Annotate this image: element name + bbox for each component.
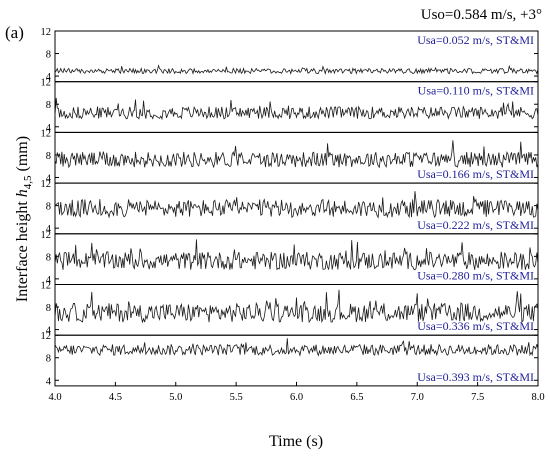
y-tick-label: 4 [46,173,52,184]
series-line [54,239,539,271]
y-tick-label: 12 [41,179,52,190]
series-line [54,140,539,169]
chart-header: Uso=0.584 m/s, +3° [421,7,542,23]
y-tick-label: 12 [41,230,52,241]
series-label: Usa=0.393 m/s, ST&MI [417,370,534,384]
y-tick-label: 8 [46,303,51,314]
series-line [54,97,539,121]
y-tick-label: 12 [41,281,52,292]
y-tick-label: 4 [46,72,52,83]
panel-2: 4 8 12 Usa=0.110 m/s, ST&MI [41,78,539,134]
panel-4: 4 8 12 Usa=0.222 m/s, ST&MI [41,179,539,235]
y-tick-label: 8 [46,354,51,365]
x-tick-label: 7.0 [411,392,424,403]
series-line [54,338,539,357]
series-line [54,64,539,75]
y-tick-label: 12 [41,27,52,38]
series-label: Usa=0.222 m/s, ST&MI [417,218,534,232]
x-tick-label: 7.5 [471,392,484,403]
y-axis-title-variable: h [14,189,31,197]
x-tick-label: 5.0 [169,392,182,403]
x-tick-label: 6.0 [290,392,303,403]
x-axis-title: Time (s) [269,433,323,450]
x-tick-label: 6.5 [350,392,363,403]
y-axis-title-subscript: 4,5 [22,175,34,189]
y-tick-label: 8 [46,50,51,61]
y-tick-label: 4 [46,123,52,134]
y-tick-label: 4 [46,224,52,235]
panel-frame [54,334,539,387]
series-label: Usa=0.052 m/s, ST&MI [417,33,534,47]
x-axis: 4.0 4.5 5.0 5.5 6.0 6.5 7.0 7.5 8.0 [48,381,545,403]
panel-3: 4 8 12 Usa=0.166 m/s, ST&MI [41,128,539,184]
y-tick-label: 12 [41,78,52,89]
panel-1: 4 8 12 Usa=0.052 m/s, ST&MI [41,27,539,83]
y-axis-title-prefix: Interface height [14,197,31,302]
x-tick-label: 4.5 [109,392,122,403]
y-tick-label: 8 [46,202,51,213]
y-tick-label: 4 [46,275,52,286]
y-tick-label: 8 [46,252,51,263]
y-tick-label: 4 [46,326,52,337]
panel-7: 4 8 12 Usa=0.393 m/s, ST&MI [41,331,539,387]
x-tick-label: 8.0 [531,392,544,403]
panels-group: 4 8 12 Usa=0.052 m/s, ST&MI 4 8 12 Usa=0.110 m/… [41,27,539,387]
y-tick-label: 12 [41,331,52,342]
x-tick-label: 4.0 [48,392,61,403]
series-label: Usa=0.336 m/s, ST&MI [417,319,534,333]
series-label: Usa=0.280 m/s, ST&MI [417,269,534,283]
series-label: Usa=0.110 m/s, ST&MI [418,84,534,98]
series-line [54,191,539,219]
y-tick-label: 4 [46,376,52,387]
series-label: Usa=0.166 m/s, ST&MI [417,167,534,181]
y-tick-label: 8 [46,100,51,111]
y-axis-title-unit: (mm) [14,136,31,176]
panel-5: 4 8 12 Usa=0.280 m/s, ST&MI [41,230,539,286]
panel-6: 4 8 12 Usa=0.336 m/s, ST&MI [41,281,539,337]
y-axis-title: Interface height h4,5 (mm) [14,136,34,302]
series-line [54,289,539,324]
panel-letter: (a) [5,23,24,42]
y-tick-label: 12 [41,128,52,139]
y-tick-label: 8 [46,151,51,162]
x-tick-label: 5.5 [230,392,243,403]
